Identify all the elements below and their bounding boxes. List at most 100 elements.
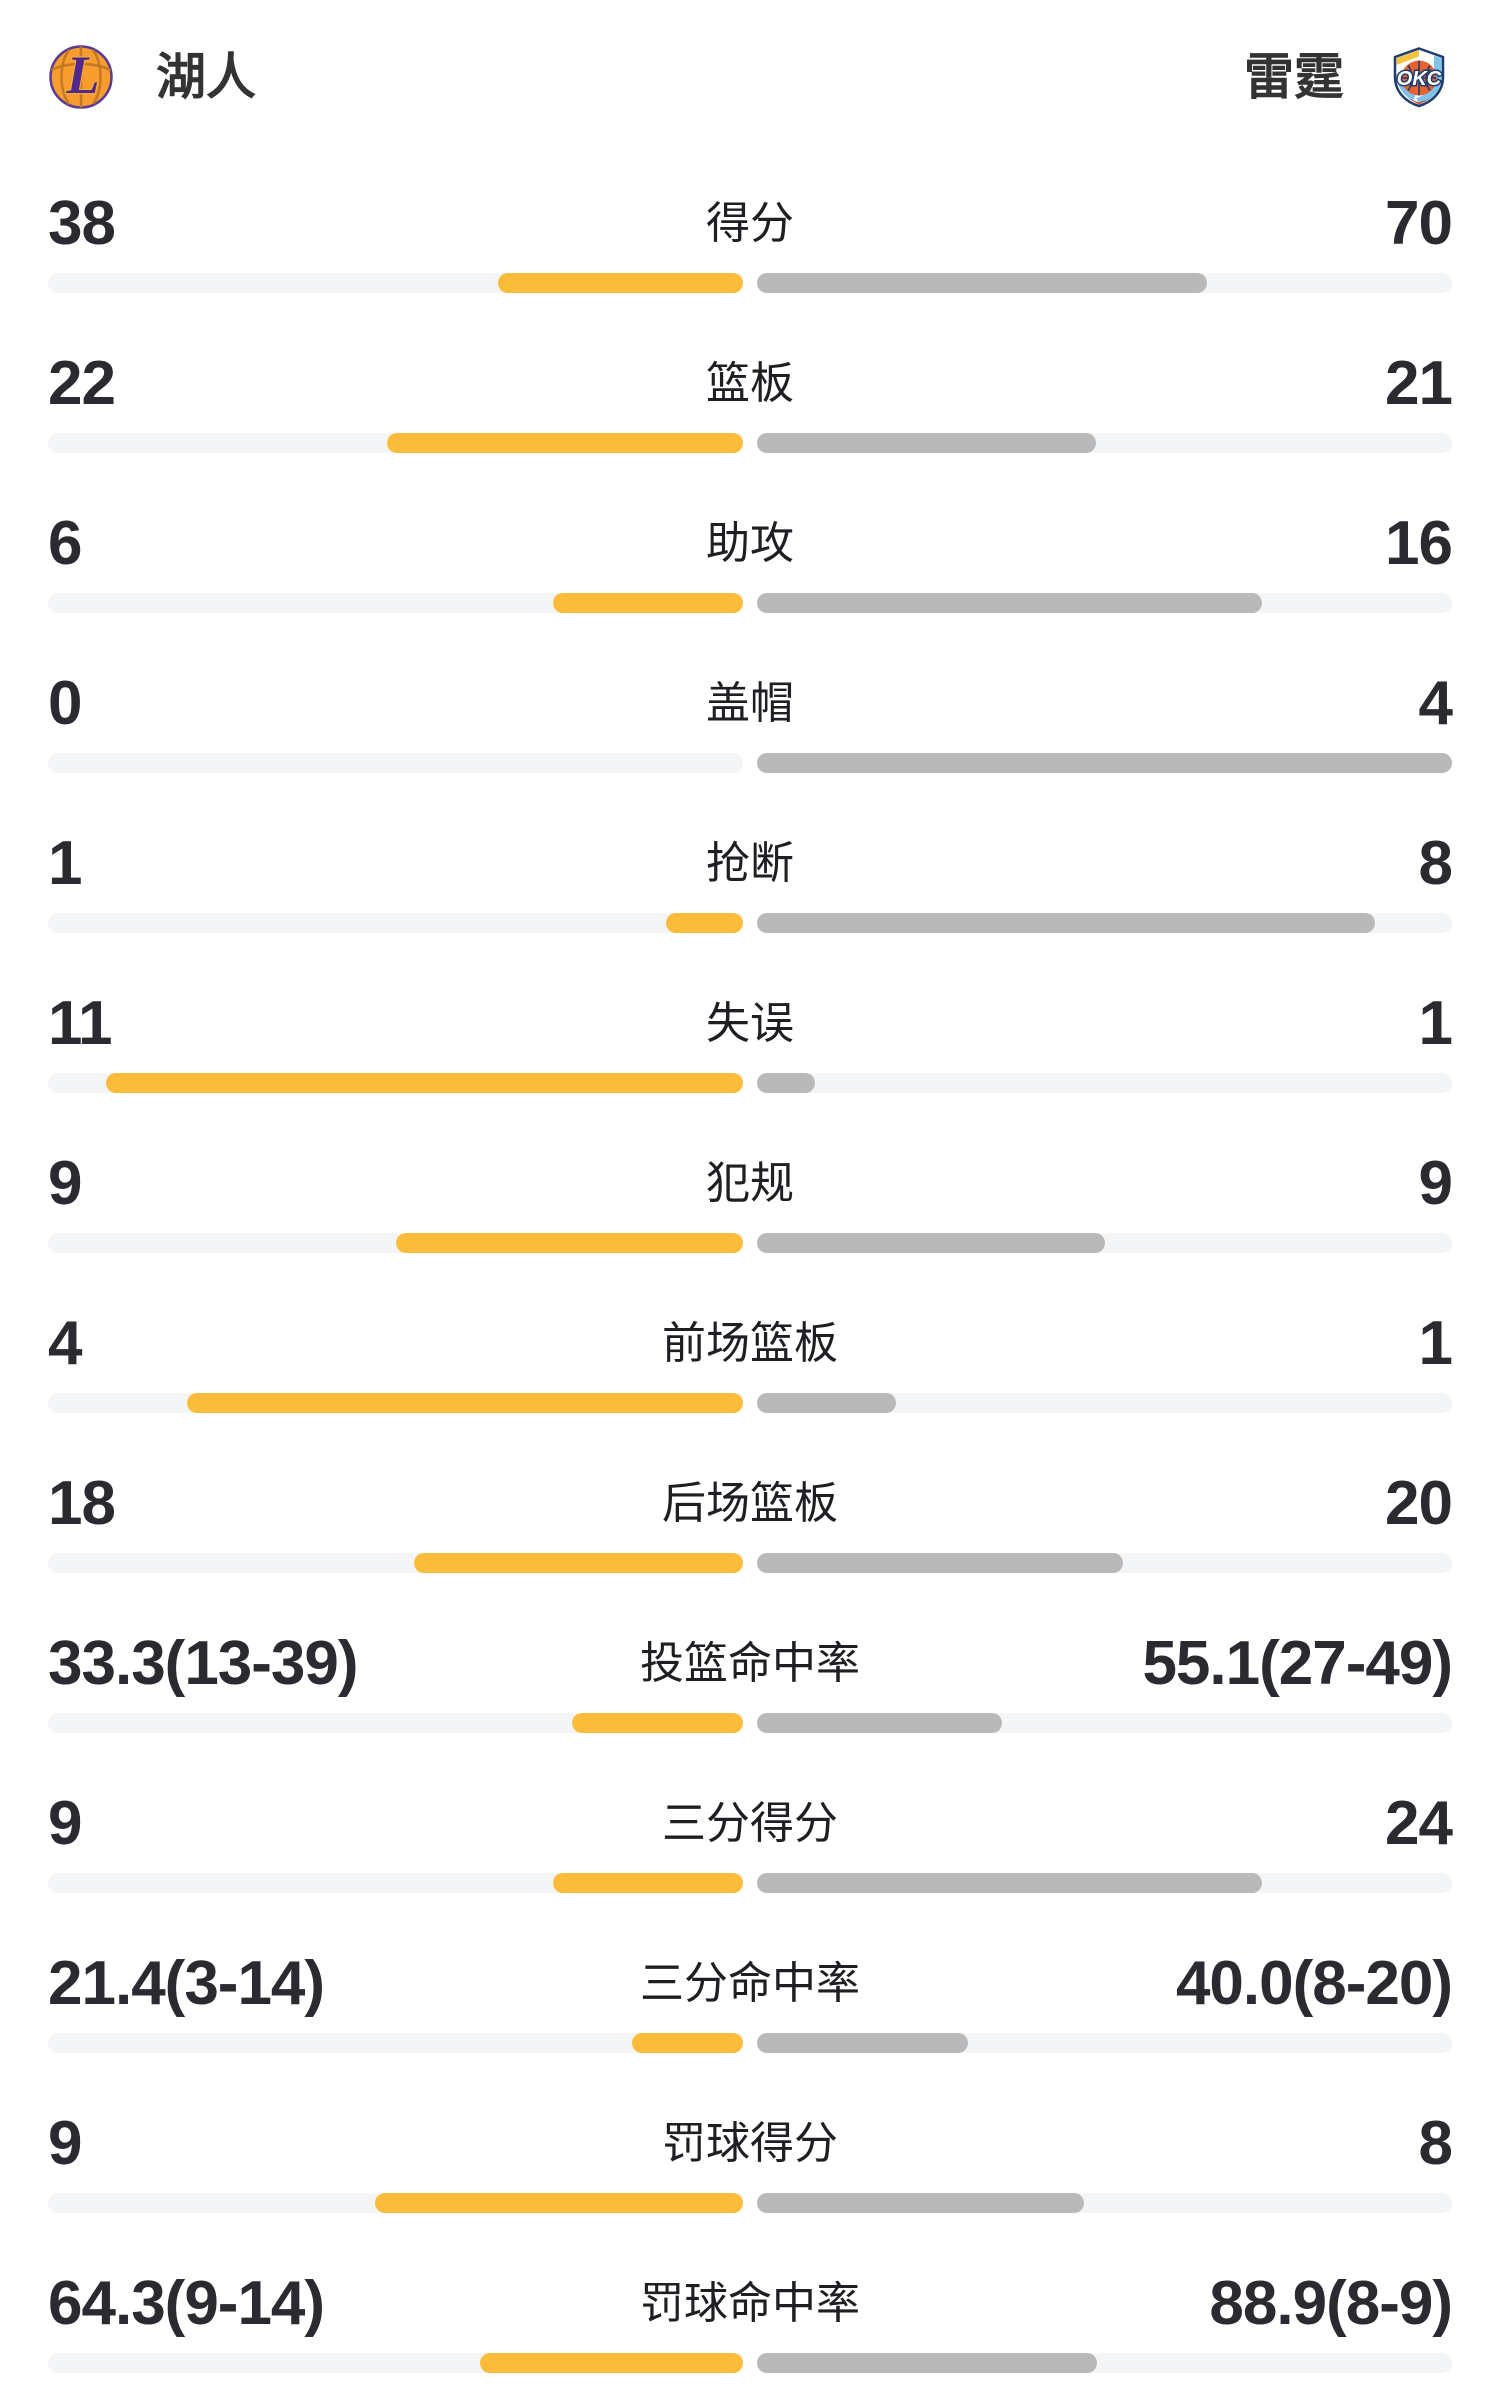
home-bar-track xyxy=(48,753,743,773)
stat-label: 罚球得分 xyxy=(662,2119,838,2168)
teams-header: L 湖人 雷霆 xyxy=(48,0,1452,160)
away-bar-track xyxy=(757,2033,1452,2053)
home-stat-value: 9 xyxy=(48,2109,82,2178)
away-bar-track xyxy=(757,1873,1452,1893)
away-bar-fill xyxy=(757,2193,1085,2213)
home-bar-track xyxy=(48,1393,743,1413)
stat-text-line: 0 盖帽 4 xyxy=(48,668,1453,740)
home-bar-track xyxy=(48,1553,743,1573)
stats-comparison-list: 38 得分 70 22 篮板 21 6 助攻 16 0 盖帽 4 1 抢断 8 11 失误 1 9 犯规 9 4 前场篮板 1… xyxy=(48,160,1453,2400)
away-bar-track xyxy=(757,1073,1452,1093)
away-bar-fill xyxy=(757,2353,1097,2373)
svg-text:L: L xyxy=(66,45,100,105)
away-bar-fill xyxy=(757,913,1375,933)
away-stat-value: 55.1(27-49) xyxy=(1142,1629,1453,1698)
home-bar-track xyxy=(48,1233,743,1253)
stat-text-line: 6 助攻 16 xyxy=(48,508,1453,580)
stat-row: 9 三分得分 24 xyxy=(48,1760,1453,1920)
stat-text-line: 64.3(9-14) 罚球命中率 88.9(8-9) xyxy=(48,2268,1453,2340)
home-bar-track xyxy=(48,913,743,933)
stat-text-line: 1 抢断 8 xyxy=(48,828,1453,900)
stat-bar-track xyxy=(48,1553,1452,1573)
stat-bar-track xyxy=(48,433,1452,453)
away-bar-fill xyxy=(757,593,1263,613)
home-stat-value: 21.4(3-14) xyxy=(48,1949,325,2018)
stat-row: 64.3(9-14) 罚球命中率 88.9(8-9) xyxy=(48,2240,1453,2400)
home-bar-fill xyxy=(665,913,743,933)
home-stat-value: 0 xyxy=(48,669,82,738)
stat-bar-track xyxy=(48,1233,1452,1253)
stat-row: 38 得分 70 xyxy=(48,160,1453,320)
home-stat-value: 33.3(13-39) xyxy=(48,1629,359,1698)
stat-bar-track xyxy=(48,1713,1452,1733)
home-bar-fill xyxy=(498,273,743,293)
home-stat-value: 4 xyxy=(48,1309,82,1378)
home-bar-fill xyxy=(553,593,743,613)
stat-label: 后场篮板 xyxy=(662,1479,838,1528)
away-bar-fill xyxy=(757,1393,896,1413)
home-bar-fill xyxy=(553,1873,743,1893)
away-stat-value: 70 xyxy=(1385,189,1453,258)
lakers-logo-icon: L xyxy=(49,44,113,109)
away-stat-value: 20 xyxy=(1385,1469,1453,1538)
home-stat-value: 6 xyxy=(48,509,82,578)
home-bar-track xyxy=(48,433,743,453)
home-stat-value: 64.3(9-14) xyxy=(48,2269,325,2338)
stat-text-line: 18 后场篮板 20 xyxy=(48,1468,1453,1540)
stat-text-line: 9 罚球得分 8 xyxy=(48,2108,1453,2180)
away-bar-track xyxy=(757,753,1452,773)
away-stat-value: 21 xyxy=(1385,349,1453,418)
home-bar-track xyxy=(48,1073,743,1093)
stat-label: 投篮命中率 xyxy=(640,1639,860,1688)
away-bar-fill xyxy=(757,1233,1105,1253)
stat-label: 助攻 xyxy=(706,519,794,568)
stat-bar-track xyxy=(48,2193,1452,2213)
away-stat-value: 8 xyxy=(1418,829,1453,898)
stat-text-line: 21.4(3-14) 三分命中率 40.0(8-20) xyxy=(48,1948,1453,2020)
away-bar-fill xyxy=(757,1713,1003,1733)
home-bar-fill xyxy=(375,2193,743,2213)
away-bar-track xyxy=(757,1713,1452,1733)
stat-text-line: 22 篮板 21 xyxy=(48,348,1453,420)
away-team-header[interactable]: 雷霆 xyxy=(1244,44,1452,110)
stat-row: 6 助攻 16 xyxy=(48,480,1453,640)
away-bar-track xyxy=(757,593,1452,613)
away-bar-fill xyxy=(757,753,1452,773)
away-stat-value: 9 xyxy=(1418,1149,1453,1218)
home-bar-fill xyxy=(395,1233,743,1253)
stat-row: 1 抢断 8 xyxy=(48,800,1453,960)
stat-label: 前场篮板 xyxy=(662,1319,838,1368)
stat-label: 篮板 xyxy=(706,359,794,408)
home-bar-fill xyxy=(480,2353,743,2373)
away-bar-fill xyxy=(757,433,1097,453)
stat-text-line: 4 前场篮板 1 xyxy=(48,1308,1453,1380)
stat-text-line: 38 得分 70 xyxy=(48,188,1453,260)
away-bar-track xyxy=(757,2193,1452,2213)
home-stat-value: 38 xyxy=(48,189,116,258)
svg-text:OKC: OKC xyxy=(1397,68,1442,90)
away-bar-fill xyxy=(757,273,1208,293)
home-bar-fill xyxy=(631,2033,743,2053)
stat-bar-track xyxy=(48,593,1452,613)
stat-label: 犯规 xyxy=(706,1159,794,1208)
away-bar-fill xyxy=(757,2033,969,2053)
away-stat-value: 40.0(8-20) xyxy=(1175,1949,1453,2018)
home-bar-track xyxy=(48,273,743,293)
team-stats-page: L 湖人 雷霆 xyxy=(48,0,1453,2400)
away-stat-value: 4 xyxy=(1418,669,1453,738)
home-bar-fill xyxy=(413,1553,743,1573)
home-bar-fill xyxy=(387,433,743,453)
home-team-header[interactable]: L 湖人 xyxy=(48,44,256,110)
stat-row: 4 前场篮板 1 xyxy=(48,1280,1453,1440)
stat-row: 11 失误 1 xyxy=(48,960,1453,1120)
stat-row: 9 罚球得分 8 xyxy=(48,2080,1453,2240)
away-stat-value: 1 xyxy=(1418,1309,1453,1378)
stat-bar-track xyxy=(48,1393,1452,1413)
stat-bar-track xyxy=(48,1073,1452,1093)
away-bar-track xyxy=(757,2353,1452,2373)
stat-bar-track xyxy=(48,273,1452,293)
home-stat-value: 1 xyxy=(48,829,82,898)
stat-text-line: 33.3(13-39) 投篮命中率 55.1(27-49) xyxy=(48,1628,1453,1700)
away-stat-value: 24 xyxy=(1385,1789,1453,1858)
away-stat-value: 16 xyxy=(1385,509,1453,578)
